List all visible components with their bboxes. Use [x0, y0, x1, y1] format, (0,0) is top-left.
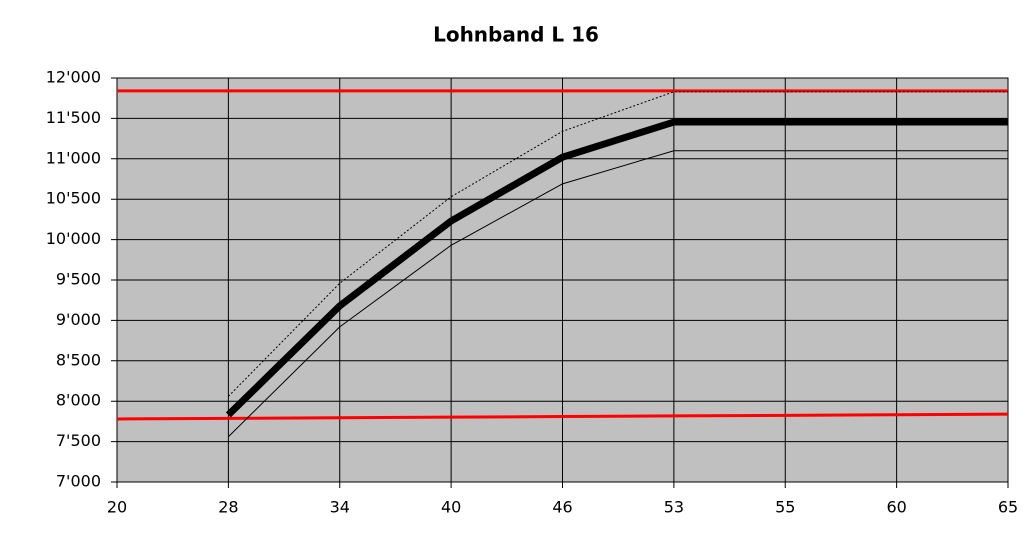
y-tick-label: 11'000 [46, 148, 101, 167]
y-tick-label: 9'000 [56, 310, 101, 329]
x-tick-label: 28 [218, 498, 238, 517]
y-tick-label: 7'500 [56, 431, 101, 450]
series-line [225, 118, 1008, 418]
series-line [116, 412, 1009, 421]
x-tick-label: 65 [998, 498, 1018, 517]
y-tick-label: 10'000 [46, 229, 101, 248]
y-tick-label: 8'000 [56, 391, 101, 410]
x-tick-label: 60 [886, 498, 906, 517]
y-tick-label: 12'000 [46, 68, 101, 87]
x-tick-label: 20 [107, 498, 127, 517]
x-tick-label: 40 [441, 498, 461, 517]
y-tick-label: 10'500 [46, 189, 101, 208]
y-tick-label: 8'500 [56, 350, 101, 369]
series-line [228, 91, 1008, 397]
x-tick-label: 34 [330, 498, 350, 517]
y-tick-label: 11'500 [46, 108, 101, 127]
x-tick-label: 55 [775, 498, 795, 517]
chart-title: Lohnband L 16 [433, 23, 599, 47]
y-tick-label: 9'500 [56, 270, 101, 289]
x-tick-label: 46 [552, 498, 572, 517]
series-line [228, 150, 1008, 438]
x-tick-label: 53 [664, 498, 684, 517]
y-tick-label: 7'000 [56, 472, 101, 491]
